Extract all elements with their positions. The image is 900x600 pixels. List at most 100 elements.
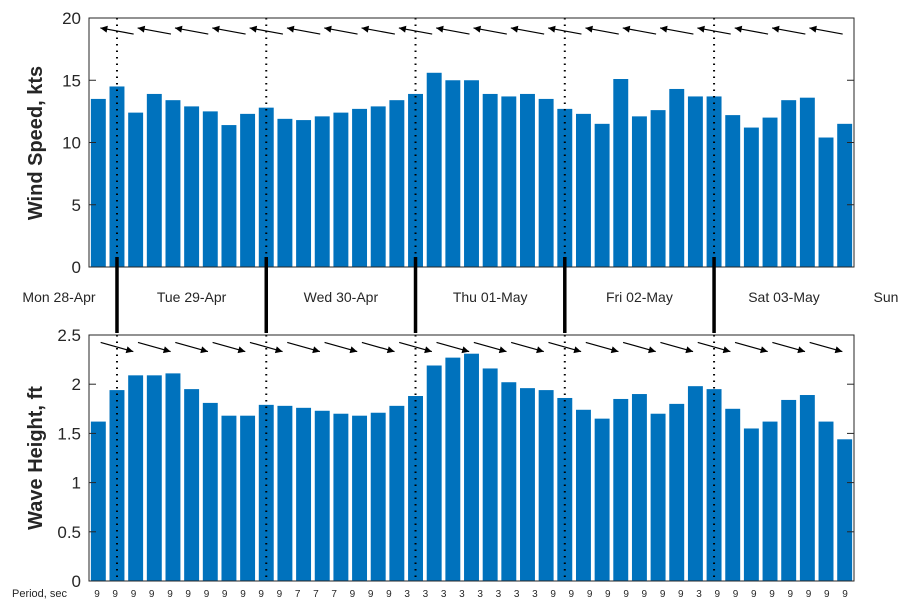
bar [482, 93, 498, 267]
period-value: 9 [678, 589, 684, 600]
direction-arrow [398, 25, 433, 35]
y-tick-label: 2 [72, 375, 81, 394]
bar [370, 106, 386, 267]
bar [520, 388, 535, 581]
direction-arrow [324, 25, 358, 35]
bar [743, 428, 759, 581]
bar [482, 368, 498, 581]
bar [762, 421, 778, 581]
period-value: 3 [532, 589, 538, 600]
period-value: 9 [258, 589, 264, 600]
direction-arrow [772, 341, 806, 354]
direction-arrow [100, 341, 134, 354]
bar [631, 394, 647, 581]
bar [426, 72, 442, 267]
bar [445, 357, 461, 581]
bar [501, 382, 517, 581]
direction-arrow [100, 25, 134, 35]
day-label: Sun [874, 289, 899, 305]
period-value: 7 [313, 589, 319, 600]
bar [613, 398, 629, 581]
bar [538, 98, 554, 267]
bar [109, 86, 125, 267]
bar [725, 408, 741, 581]
direction-arrow [585, 341, 619, 354]
direction-arrow [809, 25, 843, 35]
bar [613, 79, 629, 267]
day-label: Tue 29-Apr [157, 289, 227, 305]
direction-arrow [697, 25, 731, 35]
bar [445, 80, 461, 267]
bar [202, 111, 218, 268]
direction-arrow [659, 25, 694, 35]
period-value: 9 [240, 589, 246, 600]
bar [575, 113, 591, 268]
direction-arrow [473, 25, 507, 35]
direction-arrow [771, 25, 806, 35]
bar [818, 421, 834, 581]
direction-arrow [249, 25, 284, 35]
bar [333, 413, 349, 581]
wind-day-separators [115, 18, 716, 267]
period-value: 7 [331, 589, 337, 600]
direction-arrow [510, 341, 544, 354]
y-tick-label: 15 [62, 71, 81, 90]
direction-arrow [212, 25, 246, 35]
direction-arrow [287, 341, 321, 354]
period-value: 3 [441, 589, 447, 600]
period-value: 3 [496, 589, 502, 600]
period-value: 9 [642, 589, 648, 600]
period-value: 9 [660, 589, 666, 600]
bar [594, 123, 610, 267]
bar [501, 96, 517, 267]
bar [90, 98, 106, 267]
bar [520, 93, 535, 267]
bar [146, 93, 162, 267]
bar [575, 409, 591, 581]
wave-height-panel: Wave Height, ft 0 0.5 1 1.5 2 2.5 [25, 326, 855, 591]
day-label: Fri 02-May [606, 289, 673, 305]
period-value: 9 [569, 589, 575, 600]
bar [146, 375, 162, 581]
direction-arrow [137, 341, 171, 354]
bar [538, 390, 554, 581]
direction-arrow [212, 341, 246, 354]
wind-direction-arrows [100, 25, 843, 35]
wave-direction-arrows [100, 341, 843, 354]
bar [669, 88, 685, 268]
direction-arrow [174, 25, 209, 35]
bar [296, 407, 312, 581]
direction-arrow [809, 341, 843, 354]
period-value: 9 [350, 589, 356, 600]
wave-height-axes-box [88, 334, 855, 582]
period-row-label: Period, sec [12, 588, 68, 600]
bar [426, 365, 442, 581]
period-value: 3 [477, 589, 483, 600]
direction-arrow [399, 341, 433, 354]
wind-speed-panel: Wind Speed, kts 0 5 10 15 20 [25, 9, 855, 277]
period-value: 9 [751, 589, 757, 600]
direction-arrow [734, 341, 768, 354]
period-value: 9 [769, 589, 775, 600]
bar [464, 353, 479, 581]
bar [781, 100, 797, 267]
bar [669, 403, 685, 581]
period-value: 9 [824, 589, 830, 600]
day-label: Wed 30-Apr [304, 289, 379, 305]
period-value: 9 [204, 589, 210, 600]
bar [743, 127, 759, 267]
y-tick-label: 0.5 [57, 523, 81, 542]
y-tick-label: 1.5 [57, 424, 81, 443]
y-tick-label: 0 [72, 572, 81, 591]
y-tick-label: 2.5 [57, 326, 81, 345]
direction-arrow [734, 25, 769, 35]
period-value: 3 [514, 589, 520, 600]
bar [389, 405, 405, 581]
direction-arrow [548, 25, 582, 35]
direction-arrow [473, 341, 507, 354]
bar [184, 389, 200, 581]
bar [408, 93, 423, 267]
period-value: 9 [222, 589, 228, 600]
bar [837, 123, 853, 267]
